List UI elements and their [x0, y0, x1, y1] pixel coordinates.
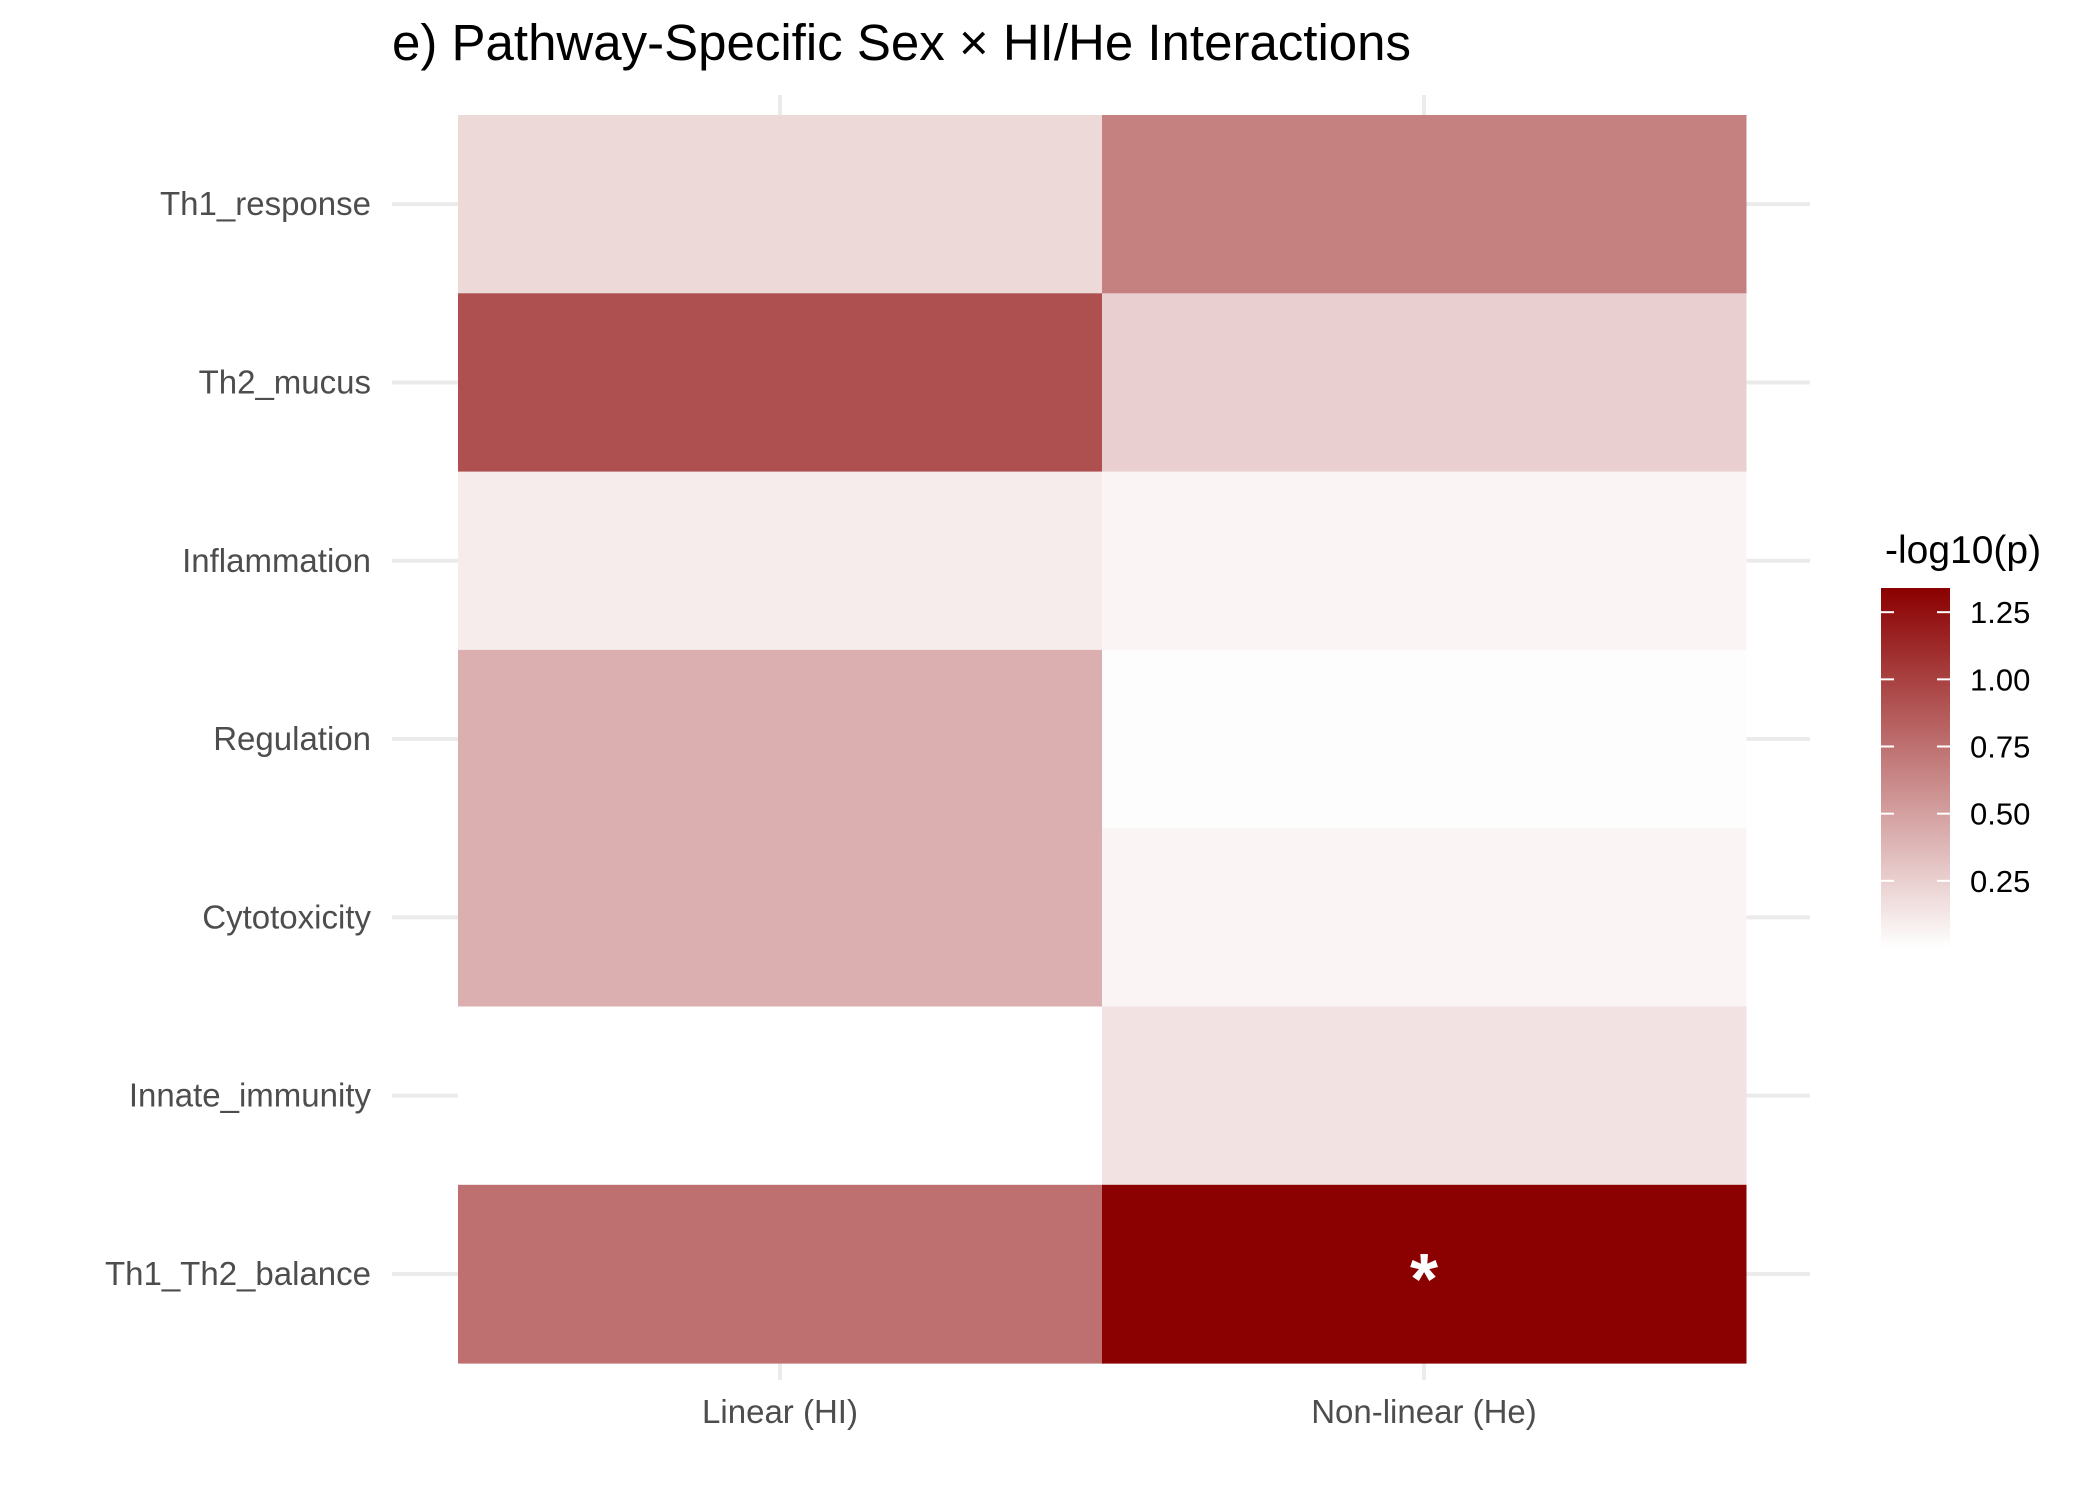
x-axis-ticks: Linear (HI) Non-linear (He) — [702, 1393, 1537, 1430]
heatmap-cell — [1102, 828, 1747, 1007]
legend-tick-label: 1.00 — [1970, 662, 2030, 697]
color-legend: -log10(p) 0.25 0.50 0.75 1.00 1.25 — [1881, 529, 2041, 948]
y-tick-label: Innate_immunity — [129, 1077, 372, 1114]
heatmap-cell — [1102, 115, 1747, 294]
heatmap-cell — [1102, 471, 1747, 651]
y-tick-label: Th1_response — [160, 185, 371, 222]
heatmap-cell — [458, 1006, 1103, 1186]
legend-tick-label: 1.25 — [1970, 595, 2030, 630]
y-tick-label: Cytotoxicity — [202, 898, 371, 935]
y-tick-label: Inflammation — [182, 542, 371, 579]
heatmap-cell — [458, 293, 1103, 473]
heatmap-cell — [1102, 1184, 1747, 1364]
heatmap-cell — [1102, 649, 1747, 829]
y-tick-label: Th2_mucus — [199, 363, 371, 400]
legend-tick-label: 0.50 — [1970, 797, 2030, 832]
heatmap-cell — [458, 471, 1103, 651]
heatmap-cell — [458, 649, 1103, 829]
y-tick-label: Regulation — [213, 720, 371, 757]
chart-title: e) Pathway-Specific Sex × HI/He Interact… — [392, 14, 1411, 71]
heatmap-cell — [458, 828, 1103, 1007]
heatmap-cell — [458, 115, 1103, 294]
legend-tick-label: 0.75 — [1970, 730, 2030, 765]
heatmap-cell — [458, 1184, 1103, 1364]
significance-marker: * — [1410, 1240, 1438, 1320]
heatmap-cell — [1102, 293, 1747, 473]
legend-colorbar — [1881, 588, 1950, 948]
y-tick-label: Th1_Th2_balance — [105, 1255, 371, 1292]
x-tick-label: Linear (HI) — [702, 1393, 858, 1430]
y-axis-ticks: Th1_response Th2_mucus Inflammation Regulat… — [105, 185, 372, 1292]
legend-tick-label: 0.25 — [1970, 864, 2030, 899]
heatmap-cell — [1102, 1006, 1747, 1186]
legend-title: -log10(p) — [1885, 529, 2041, 572]
x-tick-label: Non-linear (He) — [1311, 1393, 1537, 1430]
heatmap-cells — [458, 115, 1747, 1364]
cell-annotations: * — [1410, 1240, 1438, 1320]
